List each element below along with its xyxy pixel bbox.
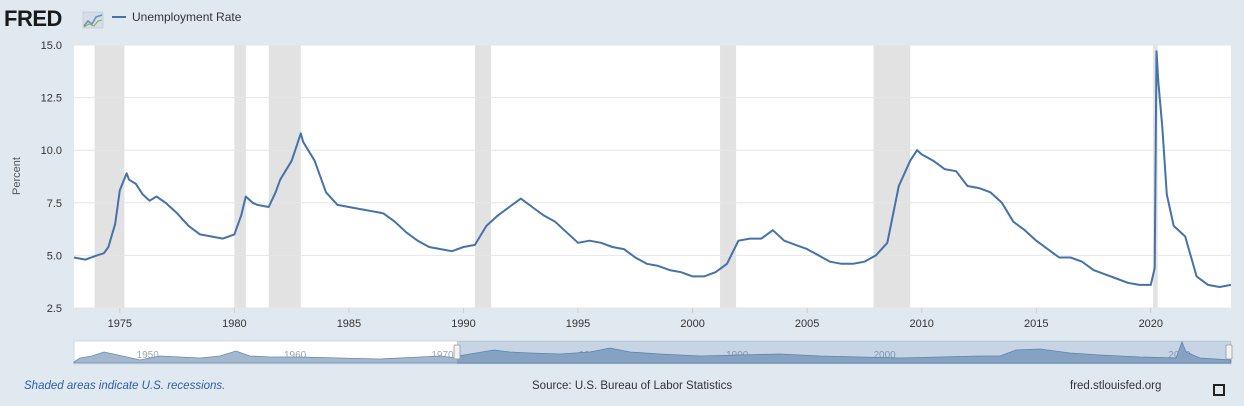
navigator-handle-right[interactable] xyxy=(1225,344,1233,360)
x-tick-label: 2020 xyxy=(1139,318,1163,330)
series-line-unemployment-rate[interactable] xyxy=(73,50,1232,288)
plot-area xyxy=(74,45,1231,308)
x-tick-label: 1980 xyxy=(222,318,246,330)
x-tick-label: 2015 xyxy=(1024,318,1048,330)
y-tick-label: 12.5 xyxy=(41,93,62,105)
navigator-label: 1970 xyxy=(431,350,454,361)
recession-band-5 xyxy=(873,45,911,308)
gridlines xyxy=(74,44,1231,309)
x-tick-label: 1995 xyxy=(566,318,590,330)
recession-bands xyxy=(94,45,1158,308)
x-tick-label: 1990 xyxy=(451,318,475,330)
y-axis-label: Percent xyxy=(11,157,23,195)
y-tick-label: 7.5 xyxy=(47,198,62,210)
y-tick-label: 2.5 xyxy=(47,303,62,315)
navigator-label: 1950 xyxy=(137,350,160,361)
legend[interactable]: Unemployment Rate xyxy=(112,10,242,24)
y-tick-label: 5.0 xyxy=(47,250,62,262)
navigator-handle-left[interactable] xyxy=(453,344,461,360)
recession-note: Shaded areas indicate U.S. recessions. xyxy=(24,380,226,392)
fullscreen-icon[interactable] xyxy=(1213,384,1225,396)
x-axis-ticks: 1975 1980 1985 1990 1995 2000 2005 2010 2015 2020 xyxy=(108,308,1163,330)
navigator-label: 1960 xyxy=(284,350,307,361)
source-text: Source: U.S. Bureau of Labor Statistics xyxy=(532,380,733,392)
site-link[interactable]: fred.stlouisfed.org xyxy=(1070,380,1162,392)
fred-logo-text: FRED xyxy=(4,6,62,31)
y-tick-label: 10.0 xyxy=(41,145,62,157)
recession-band-1 xyxy=(234,45,246,308)
navigator-selected-range[interactable] xyxy=(457,341,1231,364)
legend-label: Unemployment Rate xyxy=(132,10,242,24)
x-tick-label: 2010 xyxy=(909,318,933,330)
y-axis-ticks: 2.5 5.0 7.5 10.0 12.5 15.0 xyxy=(41,40,62,315)
fred-logo[interactable]: FRED xyxy=(4,6,104,31)
fred-logo-chart-icon xyxy=(82,11,104,29)
recession-band-4 xyxy=(720,45,737,308)
x-tick-label: 1975 xyxy=(108,318,132,330)
x-tick-label: 2000 xyxy=(680,318,704,330)
recession-band-0 xyxy=(94,45,125,308)
navigator-label: 2000 xyxy=(874,350,897,361)
y-tick-label: 15.0 xyxy=(41,40,62,52)
x-tick-label: 1985 xyxy=(337,318,361,330)
navigator-area xyxy=(73,340,1232,364)
x-tick-label: 2005 xyxy=(795,318,819,330)
recession-band-3 xyxy=(474,45,491,308)
range-navigator[interactable]: 19501960197019801990200020102020 xyxy=(73,340,1233,365)
recession-band-2 xyxy=(268,45,301,308)
